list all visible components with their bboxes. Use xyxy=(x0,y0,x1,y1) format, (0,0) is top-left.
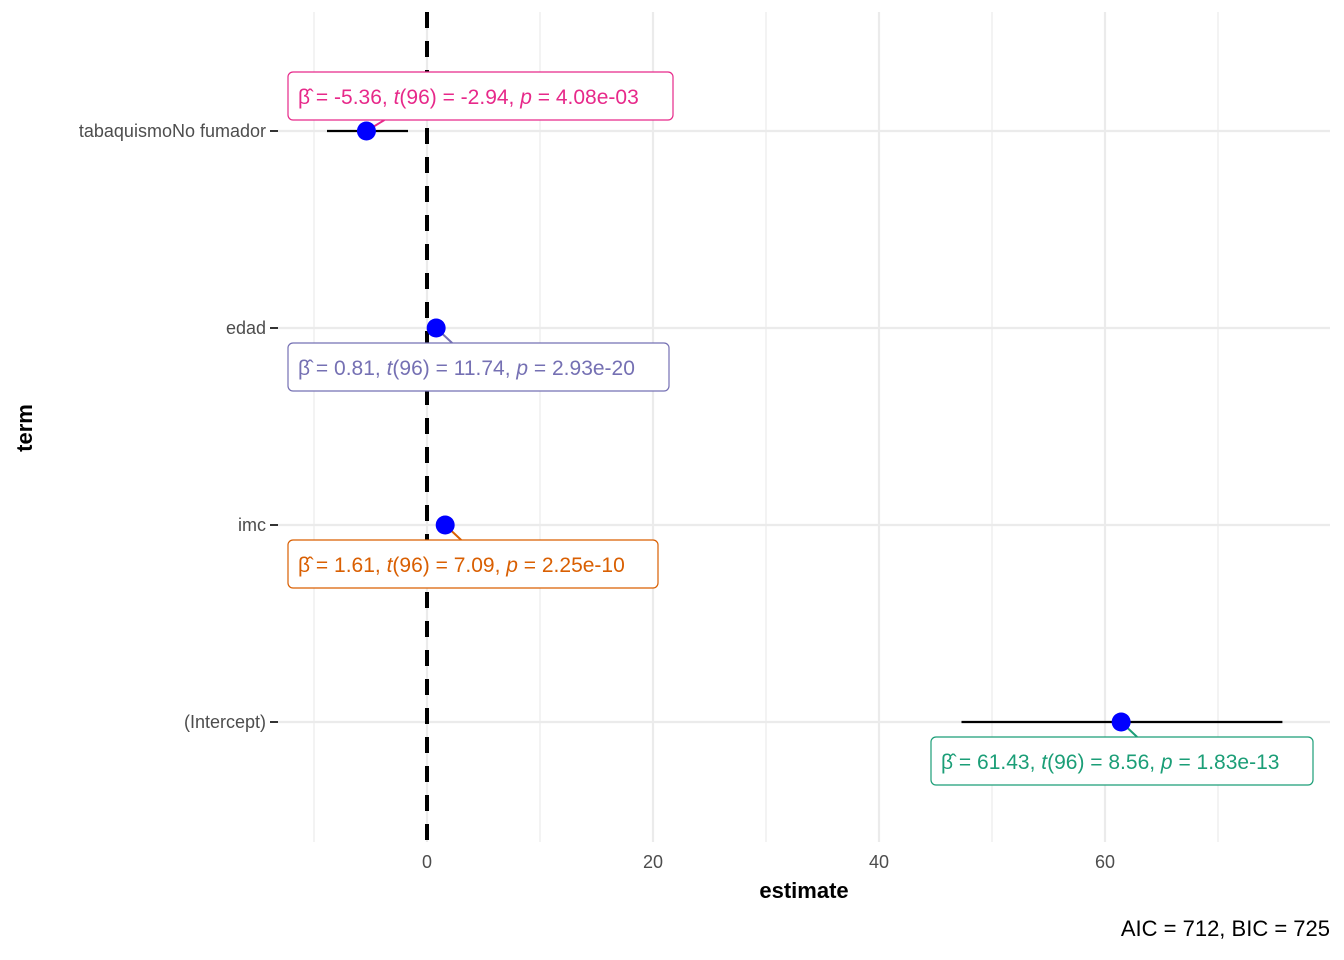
estimate-label-box xyxy=(287,539,659,589)
estimate-label: β̂ = 0.81, t(96) = 11.74, p = 2.93e-20 xyxy=(298,357,635,380)
x-tick-label: 60 xyxy=(1095,852,1115,872)
term-estimate: β̂ = 0.81, t(96) = 11.74, p = 2.93e-20 xyxy=(287,318,670,392)
y-tick-label: imc xyxy=(238,515,266,535)
estimate-label-box xyxy=(287,342,670,392)
term-estimate: β̂ = -5.36, t(96) = -2.94, p = 4.08e-03 xyxy=(287,71,674,141)
estimate-label: β̂ = 1.61, t(96) = 7.09, p = 2.25e-10 xyxy=(298,554,625,577)
term-estimate: β̂ = 1.61, t(96) = 7.09, p = 2.25e-10 xyxy=(287,515,659,589)
x-tick-label: 40 xyxy=(869,852,889,872)
y-tick-label: tabaquismoNo fumador xyxy=(79,121,266,141)
estimate-label: β̂ = 61.43, t(96) = 8.56, p = 1.83e-13 xyxy=(941,751,1279,774)
estimate-point xyxy=(356,121,376,141)
estimate-point xyxy=(426,318,446,338)
x-tick-label: 20 xyxy=(643,852,663,872)
estimate-point xyxy=(1111,712,1131,732)
term-estimate: β̂ = 61.43, t(96) = 8.56, p = 1.83e-13 xyxy=(930,712,1314,786)
grid-lines xyxy=(278,12,1330,842)
x-axis: 0 20 40 60 xyxy=(422,852,1115,872)
estimates: β̂ = -5.36, t(96) = -2.94, p = 4.08e-03 β… xyxy=(287,71,1314,786)
estimate-label: β̂ = -5.36, t(96) = -2.94, p = 4.08e-03 xyxy=(298,86,639,109)
estimate-point xyxy=(435,515,455,535)
y-axis-title: term xyxy=(12,404,37,452)
x-axis-title: estimate xyxy=(759,878,848,903)
y-tick-label: (Intercept) xyxy=(184,712,266,732)
estimate-label-box xyxy=(930,736,1314,786)
y-axis: tabaquismoNo fumador edad imc (Intercept) xyxy=(79,121,278,732)
y-tick-label: edad xyxy=(226,318,266,338)
caption: AIC = 712, BIC = 725 xyxy=(1121,916,1330,941)
x-tick-label: 0 xyxy=(422,852,432,872)
estimate-label-box xyxy=(287,71,674,121)
